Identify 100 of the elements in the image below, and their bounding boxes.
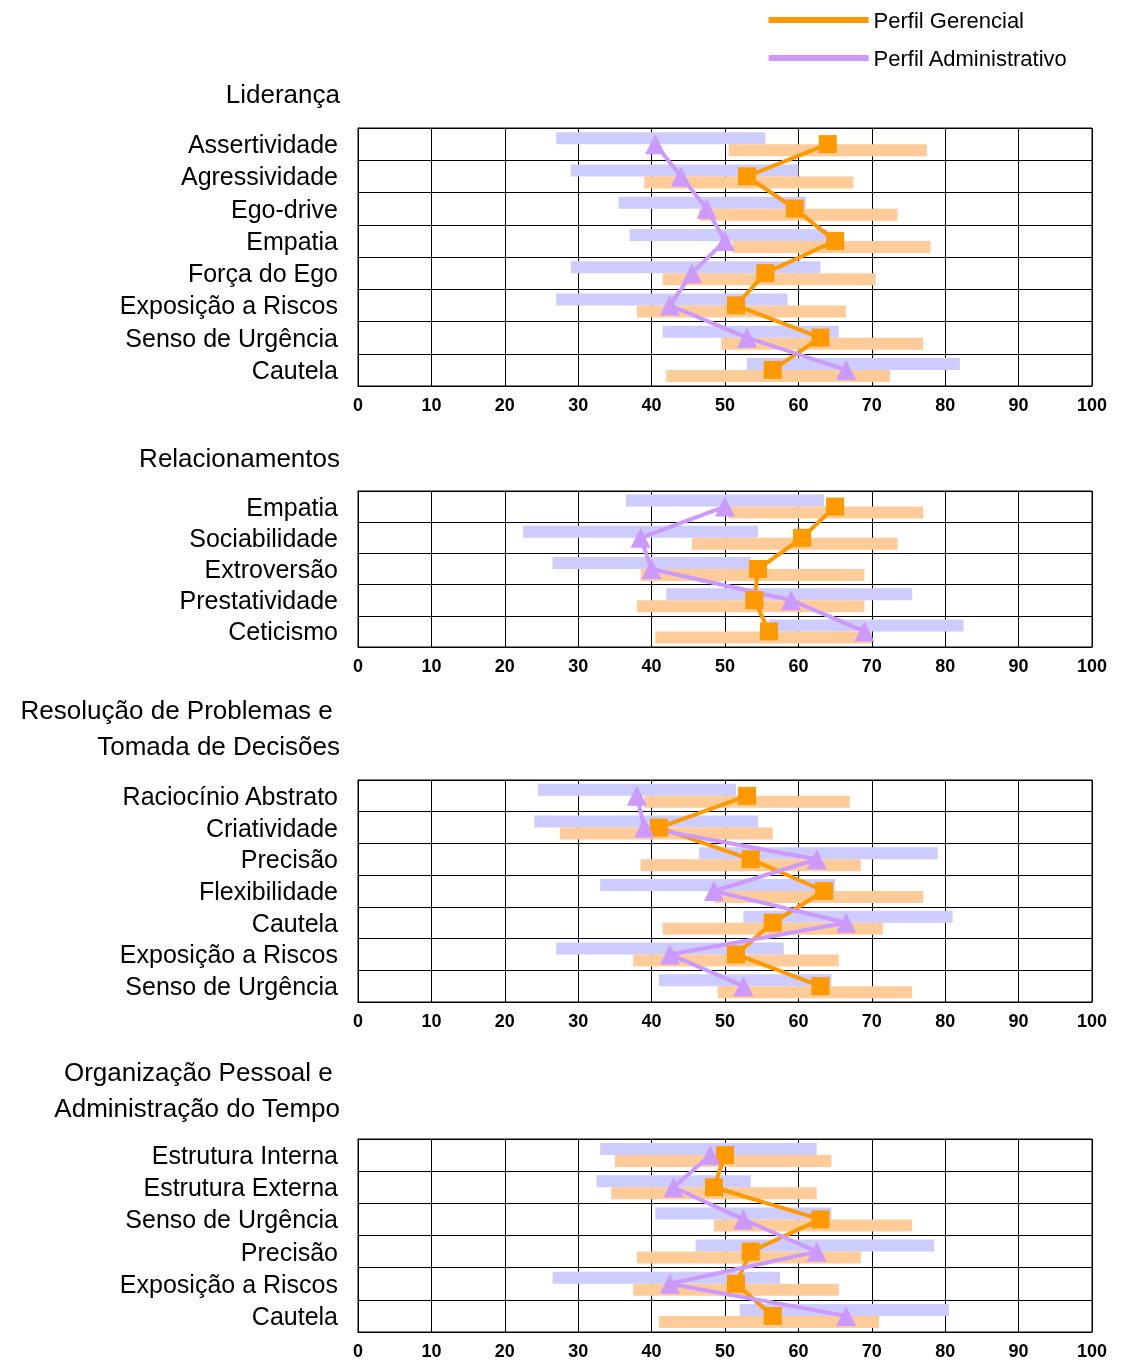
y-tick-label: Cautela [251, 908, 339, 937]
x-tick-label: 40 [641, 395, 662, 415]
x-tick-label: 30 [568, 656, 589, 676]
y-tick-label: Ego-drive [231, 194, 338, 223]
x-tick-label: 10 [421, 395, 442, 415]
point [737, 327, 758, 348]
x-tick-label: 0 [352, 1341, 364, 1361]
x-tick-label: 20 [494, 1341, 515, 1361]
point [700, 1145, 721, 1166]
y-tick-label: Raciocínio Abstrato [122, 781, 338, 810]
point [854, 621, 875, 642]
point [703, 881, 724, 901]
bar [556, 293, 788, 306]
point [826, 497, 845, 516]
bar [600, 1143, 817, 1156]
x-tick-label: 90 [1008, 1011, 1029, 1031]
bar [625, 494, 825, 507]
point [626, 785, 647, 806]
point [733, 1209, 754, 1230]
x-tick-label: 60 [788, 656, 809, 676]
y-tick-label: Estrutura Interna [151, 1141, 339, 1170]
y-tick-label: Extroversão [204, 555, 338, 583]
point [818, 135, 837, 154]
bar [728, 506, 924, 519]
bar [523, 525, 759, 538]
y-tick-label: Exposição a Riscos [119, 1269, 338, 1298]
y-tick-label: Flexibilidade [199, 877, 338, 905]
point [738, 167, 757, 186]
x-tick-label: 20 [494, 395, 515, 415]
y-tick-label: Precisão [240, 845, 338, 874]
point [781, 590, 802, 611]
point [630, 527, 651, 548]
y-tick-label: Senso de Urgência [125, 323, 339, 352]
x-tick-label: 20 [494, 1011, 515, 1031]
point [785, 199, 804, 218]
point [659, 295, 680, 316]
point [715, 496, 735, 517]
point [815, 882, 834, 900]
point [645, 134, 666, 155]
point [663, 1177, 684, 1198]
x-tick-label: 80 [935, 1011, 956, 1031]
x-tick-label: 60 [788, 395, 809, 415]
point [741, 1242, 760, 1261]
point [727, 296, 746, 315]
x-tick-label: 0 [352, 656, 364, 676]
x-tick-label: 10 [421, 1341, 442, 1361]
x-tick-label: 100 [1076, 1011, 1108, 1031]
y-tick-label: Senso de Urgência [125, 972, 339, 1001]
y-tick-label: Empatia [246, 492, 339, 521]
y-tick-label: Prestatividade [179, 586, 338, 615]
point [745, 591, 764, 610]
y-tick-label: Agressividade [180, 162, 338, 191]
y-tick-label: Criatividade [205, 813, 338, 842]
x-tick-label: 50 [714, 395, 736, 415]
point [704, 1178, 723, 1197]
chart-title: Organização Pessoal e Administração do Tempo [54, 1057, 340, 1123]
chart-title: Resolução de Problemas e Tomada de Decisões [20, 695, 340, 761]
point [811, 328, 830, 347]
point [760, 622, 779, 641]
x-tick-label: 90 [1008, 395, 1029, 415]
bar [556, 132, 766, 145]
point [836, 1305, 857, 1326]
point [756, 264, 775, 283]
point [670, 166, 691, 187]
y-tick-label: Senso de Urgência [125, 1205, 339, 1234]
x-tick-label: 70 [861, 395, 882, 415]
x-tick-label: 80 [935, 395, 956, 415]
point [634, 817, 655, 838]
x-tick-label: 0 [352, 1011, 364, 1031]
point [793, 528, 812, 547]
legend-label: Perfil Gerencial [873, 7, 1024, 33]
x-tick-label: 30 [568, 1341, 589, 1361]
x-tick-label: 90 [1008, 1341, 1029, 1361]
point [741, 850, 760, 869]
x-tick-label: 50 [714, 656, 736, 676]
x-tick-label: 100 [1076, 656, 1108, 676]
y-tick-label: Cautela [251, 355, 339, 384]
legend-label: Perfil Administrativo [873, 45, 1067, 71]
bar [552, 557, 751, 569]
point [811, 1210, 830, 1229]
y-tick-label: Exposição a Riscos [119, 940, 338, 969]
y-tick-label: Sociabilidade [189, 523, 338, 552]
point [738, 786, 757, 805]
x-tick-label: 40 [641, 656, 662, 676]
point [749, 560, 768, 578]
point [763, 913, 782, 932]
x-tick-label: 0 [352, 395, 364, 415]
x-tick-label: 90 [1008, 656, 1029, 676]
point [733, 976, 754, 997]
x-tick-label: 60 [788, 1011, 809, 1031]
y-tick-label: Cautela [251, 1301, 339, 1330]
y-tick-label: Estrutura Externa [143, 1173, 339, 1202]
point [806, 849, 827, 870]
point [836, 359, 857, 380]
point [649, 818, 668, 837]
x-tick-label: 40 [641, 1341, 662, 1361]
x-tick-label: 20 [494, 656, 515, 676]
y-tick-label: Ceticismo [228, 617, 338, 646]
point [727, 1274, 746, 1293]
x-tick-label: 60 [788, 1341, 809, 1361]
